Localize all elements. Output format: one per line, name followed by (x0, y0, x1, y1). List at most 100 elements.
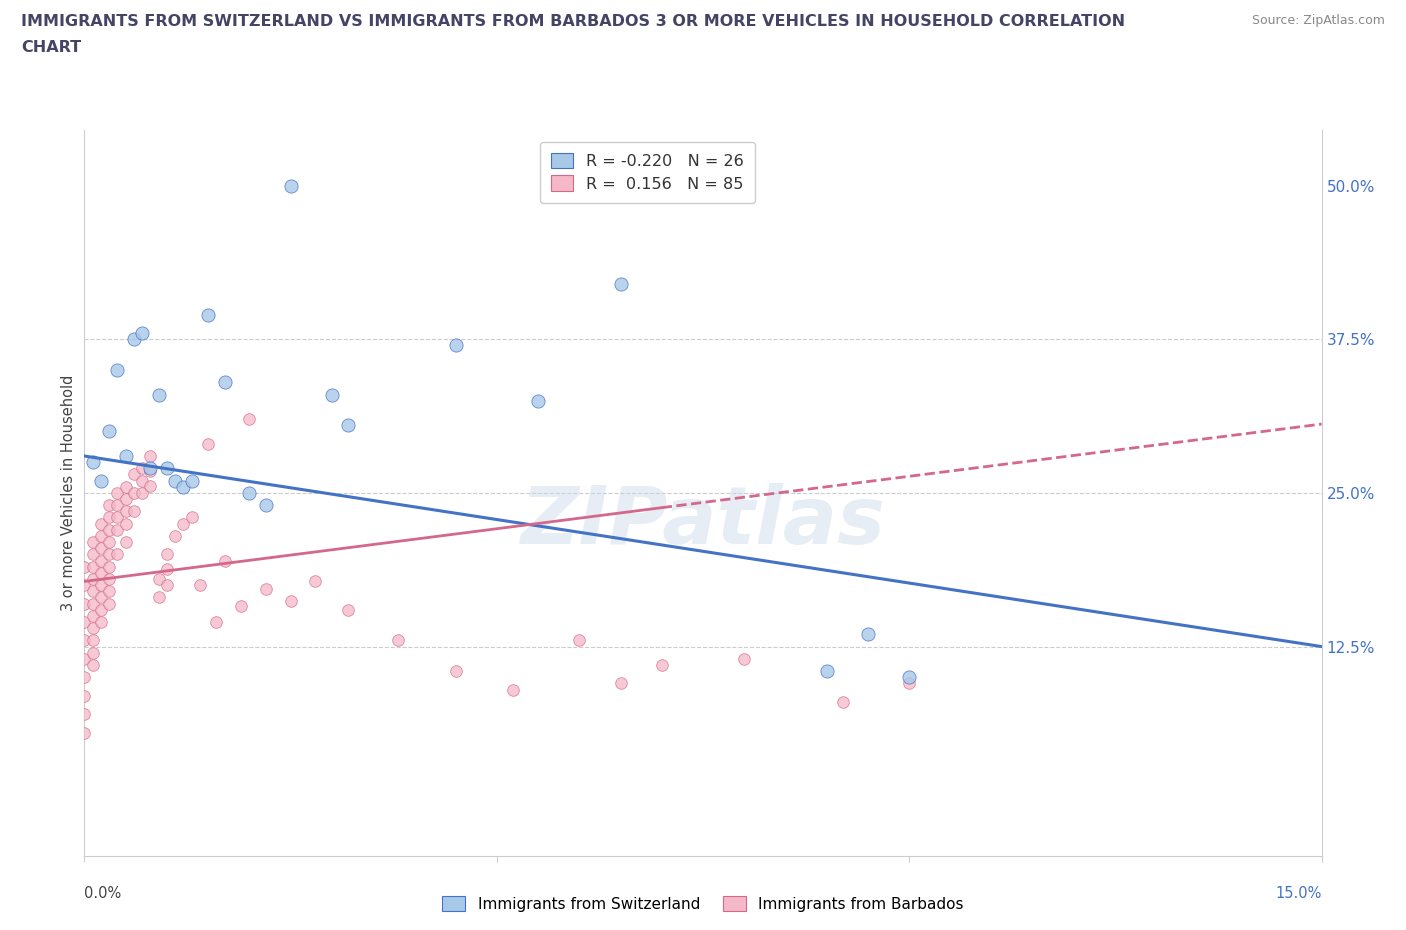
Text: Source: ZipAtlas.com: Source: ZipAtlas.com (1251, 14, 1385, 27)
Point (90, 473, 112, 488)
Point (105, 485, 128, 500)
Point (238, 485, 260, 500)
Point (337, 603, 360, 618)
Point (205, 615, 228, 630)
Text: IMMIGRANTS FROM SWITZERLAND VS IMMIGRANTS FROM BARBADOS 3 OR MORE VEHICLES IN HO: IMMIGRANTS FROM SWITZERLAND VS IMMIGRANT… (21, 14, 1125, 29)
Point (98, 510, 121, 525)
Point (90, 565, 112, 580)
Point (73, 633, 96, 648)
Point (172, 516, 194, 531)
Text: 0.0%: 0.0% (84, 886, 121, 901)
Point (122, 485, 145, 500)
Point (114, 516, 136, 531)
Point (214, 375, 236, 390)
Point (82, 547, 104, 562)
Point (82, 633, 104, 648)
Point (815, 664, 838, 679)
Point (105, 547, 128, 562)
Point (321, 387, 343, 402)
Point (105, 523, 128, 538)
Point (82, 658, 104, 672)
Point (651, 658, 673, 672)
Point (98, 424, 121, 439)
Point (337, 418, 360, 432)
Legend: R = -0.220   N = 26, R =  0.156   N = 85: R = -0.220 N = 26, R = 0.156 N = 85 (540, 141, 755, 203)
Point (82, 572, 104, 587)
Point (188, 578, 211, 592)
Point (98, 596, 121, 611)
Point (105, 363, 128, 378)
Text: 15.0%: 15.0% (1275, 886, 1322, 901)
Point (82, 455, 104, 470)
Point (98, 523, 121, 538)
Point (98, 584, 121, 599)
Point (98, 498, 121, 512)
Point (98, 559, 121, 574)
Point (73, 707, 96, 722)
Point (148, 387, 170, 402)
Point (148, 572, 170, 587)
Point (131, 326, 153, 340)
Point (304, 574, 326, 589)
Point (165, 528, 187, 543)
Point (82, 584, 104, 599)
Text: ZIPatlas: ZIPatlas (520, 483, 886, 561)
Point (73, 615, 96, 630)
Point (114, 492, 136, 507)
Point (73, 559, 96, 574)
Point (131, 473, 153, 488)
Point (90, 528, 112, 543)
Point (90, 615, 112, 630)
Point (165, 473, 187, 488)
Point (527, 393, 550, 408)
Point (90, 590, 112, 604)
Y-axis label: 3 or more Vehicles in Household: 3 or more Vehicles in Household (60, 375, 76, 611)
Point (114, 504, 136, 519)
Point (98, 547, 121, 562)
Point (280, 593, 302, 608)
Point (82, 608, 104, 623)
Point (254, 581, 277, 596)
Text: CHART: CHART (21, 40, 82, 55)
Point (172, 479, 194, 494)
Point (444, 664, 467, 679)
Point (568, 633, 591, 648)
Point (280, 178, 302, 193)
Point (139, 478, 162, 493)
Point (114, 535, 136, 550)
Point (197, 307, 219, 322)
Point (156, 547, 179, 562)
Point (139, 463, 162, 478)
Point (131, 485, 153, 500)
Point (98, 572, 121, 587)
Point (122, 332, 145, 347)
Point (114, 479, 136, 494)
Point (73, 596, 96, 611)
Point (180, 510, 202, 525)
Point (73, 725, 96, 740)
Point (73, 670, 96, 684)
Point (898, 670, 921, 684)
Point (90, 578, 112, 592)
Point (444, 338, 467, 352)
Point (733, 651, 755, 666)
Point (82, 559, 104, 574)
Point (90, 553, 112, 568)
Point (254, 498, 277, 512)
Point (238, 412, 260, 427)
Point (139, 448, 162, 463)
Point (139, 461, 162, 476)
Point (609, 676, 631, 691)
Point (180, 473, 202, 488)
Point (856, 627, 879, 642)
Point (156, 461, 179, 476)
Point (105, 498, 128, 512)
Point (114, 448, 136, 463)
Point (214, 553, 236, 568)
Point (197, 436, 219, 451)
Point (502, 683, 524, 698)
Point (131, 461, 153, 476)
Point (832, 695, 855, 710)
Point (122, 467, 145, 482)
Point (82, 620, 104, 635)
